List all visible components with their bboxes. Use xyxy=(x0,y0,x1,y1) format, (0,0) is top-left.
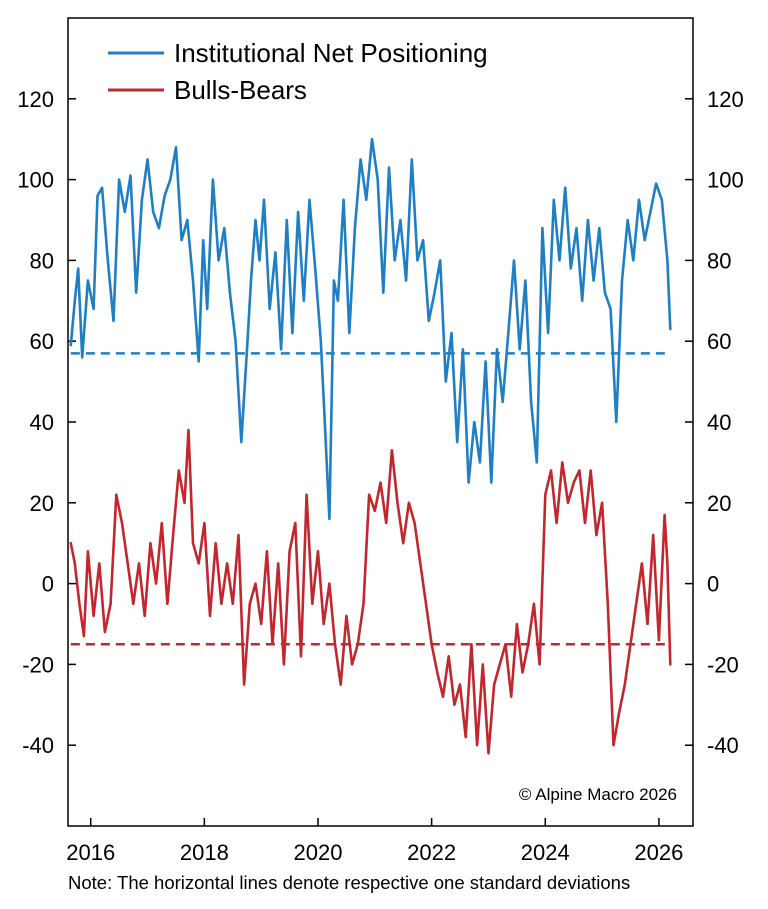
y-tick-label-left: -40 xyxy=(22,733,54,758)
y-tick-label-left: -20 xyxy=(22,652,54,677)
x-tick-label: 2026 xyxy=(634,840,683,865)
y-tick-label-right: 120 xyxy=(707,87,744,112)
series-line-bulls-bears xyxy=(69,428,672,755)
y-tick-label-left: 40 xyxy=(30,410,54,435)
reference-lines xyxy=(70,352,671,646)
y-tick-label-left: 60 xyxy=(30,329,54,354)
x-tick-label: 2016 xyxy=(66,840,115,865)
y-tick-label-right: 20 xyxy=(707,491,731,516)
legend-label-bulls-bears: Bulls-Bears xyxy=(174,75,307,105)
y-tick-label-left: 80 xyxy=(30,248,54,273)
plot-frame xyxy=(67,17,694,827)
x-tick-label: 2024 xyxy=(521,840,570,865)
legend: Institutional Net Positioning Bulls-Bear… xyxy=(108,38,488,105)
y-tick-label-right: 40 xyxy=(707,410,731,435)
legend-label-institutional: Institutional Net Positioning xyxy=(174,38,488,68)
y-tick-label-left: 20 xyxy=(30,491,54,516)
y-tick-label-right: 0 xyxy=(707,572,719,597)
copyright-note: © Alpine Macro 2026 xyxy=(519,785,677,804)
y-tick-label-left: 100 xyxy=(17,168,54,193)
series-line-institutional-net-positioning xyxy=(69,137,672,521)
y-tick-label-right: 100 xyxy=(707,168,744,193)
x-tick-label: 2018 xyxy=(180,840,229,865)
y-tick-label-right: 60 xyxy=(707,329,731,354)
series-layer xyxy=(69,137,672,755)
y-tick-label-right: -40 xyxy=(707,733,739,758)
y-tick-label-left: 120 xyxy=(17,87,54,112)
y-tick-label-right: 80 xyxy=(707,248,731,273)
y-tick-label-right: -20 xyxy=(707,652,739,677)
x-tick-label: 2020 xyxy=(294,840,343,865)
x-tick-label: 2022 xyxy=(407,840,456,865)
footnote: Note: The horizontal lines denote respec… xyxy=(68,872,631,893)
y-tick-label-left: 0 xyxy=(42,572,54,597)
